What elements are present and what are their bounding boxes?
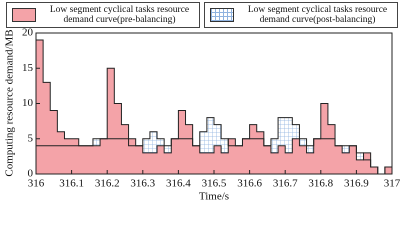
legend-label: Low segment cyclical tasks resource dema… [49,5,190,25]
y-axis-label: Computing resource demand/MB [4,29,16,176]
x-tick-label: 316.8 [308,178,333,190]
legend-item: Low segment cyclical tasks resource dema… [6,2,200,28]
legend-item: Low segment cyclical tasks resource dema… [204,2,398,28]
x-tick-label: 316.3 [130,178,155,190]
legend-swatch [12,8,36,22]
legend-label: Low segment cyclical tasks resource dema… [247,5,388,25]
x-tick-label: 316.5 [202,178,227,190]
x-tick-label: 316.9 [344,178,369,190]
chart: Computing resource demand/MB Time/s 0 5 10… [4,27,400,203]
line-post [35,117,392,175]
y-tick-label: 5 [28,132,34,144]
x-tick-label: 316 [28,178,45,190]
y-tick-label: 10 [22,97,34,109]
x-axis-label: Time/s [199,191,229,203]
x-tick-label: 316.7 [273,178,298,190]
x-tick-label: 316.1 [59,178,84,190]
legend-swatch [210,8,234,22]
x-tick-label: 317 [384,178,400,190]
y-tick-label: 15 [22,62,34,74]
y-tick-label: 20 [22,27,34,39]
area-pre [35,39,393,175]
x-tick-label: 316.4 [166,178,191,190]
x-tick-label: 316.2 [95,178,120,190]
x-tick-label: 316.6 [237,178,262,190]
y-tick-label: 0 [28,168,34,180]
chart-container: Computing resource demand/MB Time/s 0 5 10… [4,2,400,203]
